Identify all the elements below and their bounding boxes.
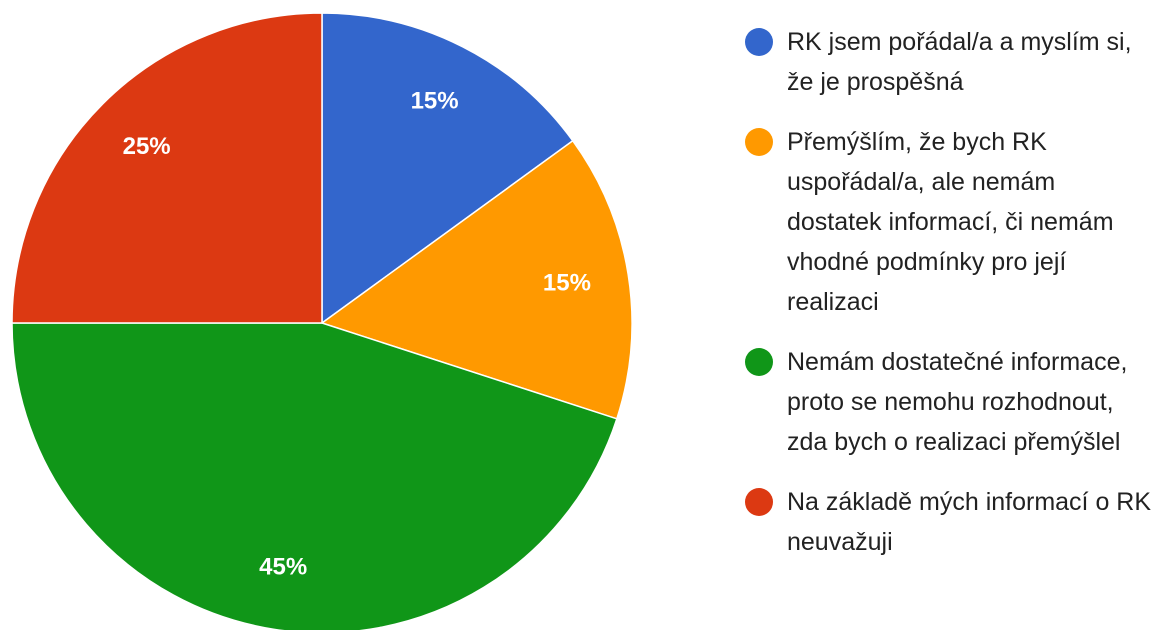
pie-slice	[321, 12, 574, 325]
pie-slice	[11, 12, 323, 324]
legend-item: Nemám dostatečné informace, proto se nem…	[745, 342, 1155, 462]
legend-label: RK jsem pořádal/a a myslím si, že je pro…	[787, 28, 1132, 96]
pie-slice	[320, 139, 633, 420]
legend-marker	[745, 488, 773, 516]
legend-item: Přemýšlím, že bych RK uspořádal/a, ale n…	[745, 122, 1155, 322]
legend-label: Na základě mých informací o RK neuvažuji	[787, 488, 1152, 556]
legend-marker	[745, 348, 773, 376]
slice-label: 25%	[123, 133, 171, 160]
legend-marker	[745, 28, 773, 56]
legend-item: RK jsem pořádal/a a myslím si, že je pro…	[745, 22, 1155, 102]
legend-marker	[745, 128, 773, 156]
slice-label: 45%	[259, 553, 307, 580]
slice-label: 15%	[543, 270, 591, 297]
slice-label: 15%	[411, 87, 459, 114]
legend-item: Na základě mých informací o RK neuvažuji	[745, 482, 1155, 562]
pie-area: 15% 15% 45% 25%	[11, 12, 633, 630]
legend: RK jsem pořádal/a a myslím si, že je pro…	[745, 22, 1155, 562]
legend-label: Nemám dostatečné informace, proto se nem…	[787, 348, 1128, 456]
pie-slice	[11, 322, 618, 630]
legend-label: Přemýšlím, že bych RK uspořádal/a, ale n…	[787, 128, 1114, 316]
